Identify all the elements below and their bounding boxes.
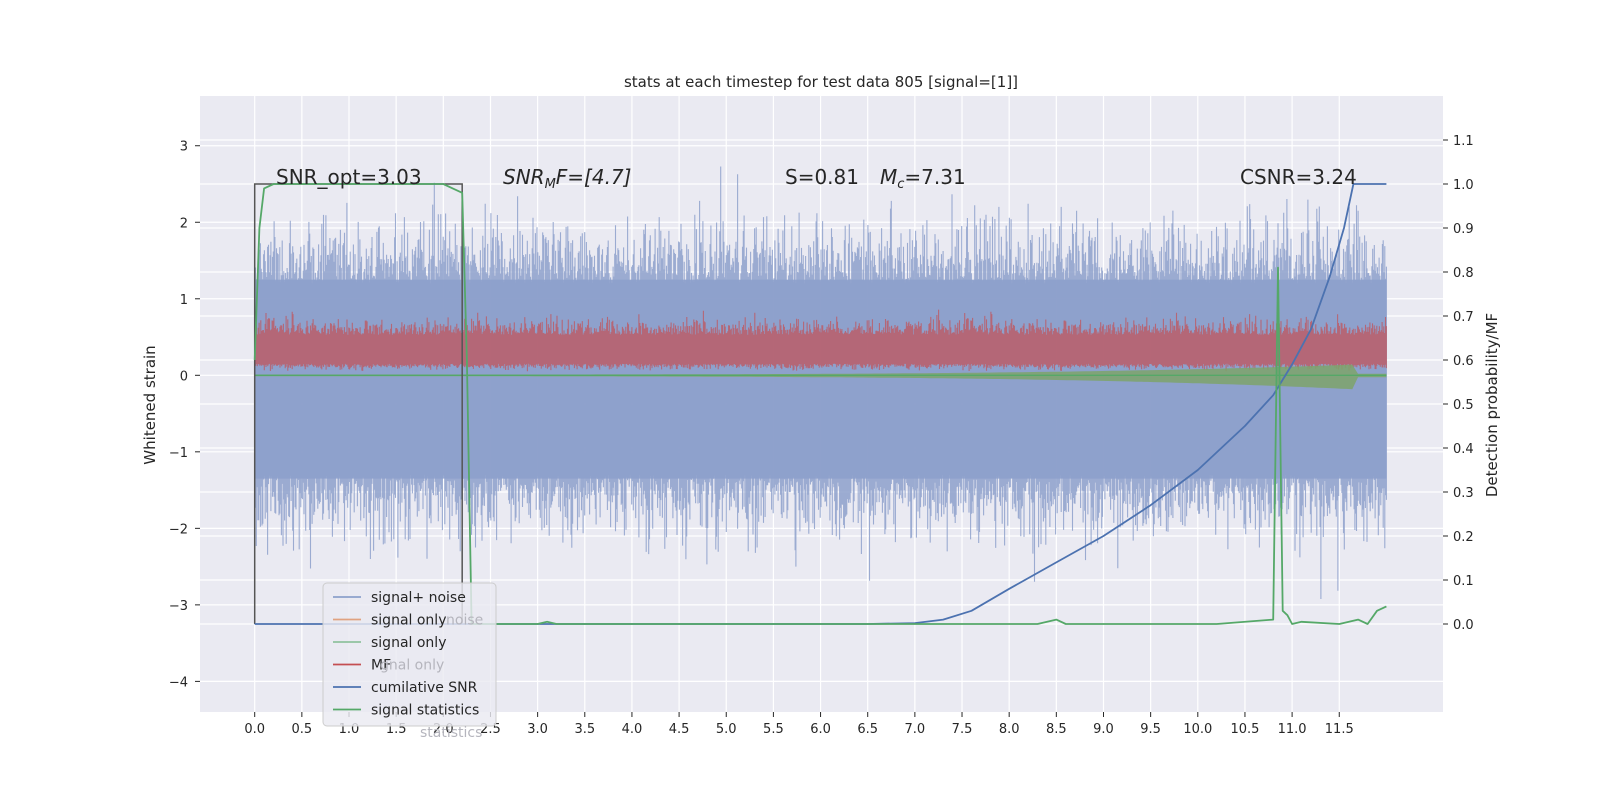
x-tick-label: 9.5 (1140, 722, 1161, 737)
x-tick-label: 7.0 (905, 722, 926, 737)
y-left-tick-label: −3 (169, 599, 188, 614)
y-axis-left-ticks: 3 2 1 0 −1 −2 −3 −4 (169, 140, 200, 690)
y-right-tick-label: 0.5 (1453, 398, 1474, 413)
chart-title: stats at each timestep for test data 805… (624, 73, 1018, 91)
annotation-csnr: CSNR=3.24 (1240, 165, 1357, 189)
legend-entry: signal only (371, 613, 446, 629)
series-layer (253, 166, 1387, 625)
annotation-snr-mf-name: SNR (503, 165, 545, 189)
annotation-snr-mf-suffix: F=[4.7] (556, 165, 632, 189)
y-right-tick-label: 1.0 (1453, 178, 1474, 193)
x-tick-label: 10.5 (1230, 722, 1259, 737)
y-right-tick-label: 0.2 (1453, 530, 1474, 545)
x-tick-label: 9.0 (1093, 722, 1114, 737)
y-right-tick-label: 0.8 (1453, 266, 1474, 281)
x-tick-label: 8.5 (1046, 722, 1067, 737)
annotation-mc-sub: c (897, 177, 904, 192)
x-tick-label: 4.0 (622, 722, 643, 737)
y-right-tick-label: 0.0 (1453, 618, 1474, 633)
series-cumulative-snr (254, 183, 1387, 625)
y-left-tick-label: 2 (180, 216, 188, 231)
y-left-tick-label: 1 (180, 293, 188, 308)
x-tick-label: 5.0 (716, 722, 737, 737)
y-axis-right-label: Detection probability/MF (1483, 313, 1501, 497)
y-left-tick-label: −4 (169, 675, 188, 690)
x-tick-label: 11.5 (1325, 722, 1354, 737)
legend-box (322, 582, 497, 727)
y-right-tick-label: 0.7 (1453, 310, 1474, 325)
x-tick-label: 4.5 (669, 722, 690, 737)
y-right-tick-label: 0.1 (1453, 574, 1474, 589)
annotation-mc-value: =7.31 (904, 165, 965, 189)
annotation-snr-mf-sub: M (545, 177, 556, 192)
x-tick-label: 3.0 (527, 722, 548, 737)
y-left-tick-label: 3 (180, 140, 188, 155)
x-tick-label: 8.0 (999, 722, 1020, 737)
y-left-tick-label: −1 (169, 446, 188, 461)
x-tick-label: 6.0 (810, 722, 831, 737)
y-right-tick-label: 0.6 (1453, 354, 1474, 369)
annotation-mc-name: M (880, 165, 897, 189)
series-signal-only (254, 364, 1387, 390)
legend-entry: signal statistics (371, 703, 479, 719)
x-tick-label: 11.0 (1278, 722, 1307, 737)
legend-entry: signal+ noise (371, 590, 466, 606)
x-tick-label: 3.5 (574, 722, 595, 737)
annotation-mc: Mc=7.31 (880, 165, 966, 192)
y-axis-left-label: Whitened strain (141, 345, 159, 464)
y-axis-right-ticks: 1.1 1.0 0.9 0.8 0.7 0.6 0.5 0.4 0.3 0.2 0.1 0.0 (1443, 134, 1474, 633)
legend-entry: MF (371, 658, 391, 674)
x-tick-label: 10.0 (1183, 722, 1212, 737)
annotation-snr-mf: SNRMF=[4.7] (503, 165, 631, 192)
legend-ghost-entry: gnal only (380, 658, 444, 674)
y-right-tick-label: 0.9 (1453, 222, 1474, 237)
y-left-tick-label: −2 (169, 522, 188, 537)
legend-ghost-entry: statistics (420, 725, 482, 741)
x-tick-label: 0.0 (244, 722, 265, 737)
legend-entry: signal only (371, 635, 446, 651)
y-right-tick-label: 0.3 (1453, 486, 1474, 501)
annotation-s-value: S=0.81 (785, 165, 859, 189)
x-tick-label: 5.5 (763, 722, 784, 737)
y-right-tick-label: 1.1 (1453, 134, 1474, 149)
annotation-snr-opt: SNR_opt=3.03 (276, 165, 422, 189)
x-tick-label: 0.5 (292, 722, 313, 737)
y-right-tick-label: 0.4 (1453, 442, 1474, 457)
legend: signal+ noise signal only signal only MF cum… (322, 582, 497, 741)
x-tick-label: 6.5 (857, 722, 878, 737)
y-left-tick-label: 0 (180, 369, 188, 384)
series-signal-statistics (253, 183, 1387, 625)
legend-ghost-entry: noise (446, 613, 483, 629)
x-tick-label: 7.5 (952, 722, 973, 737)
legend-entry: cumilative SNR (371, 680, 478, 696)
